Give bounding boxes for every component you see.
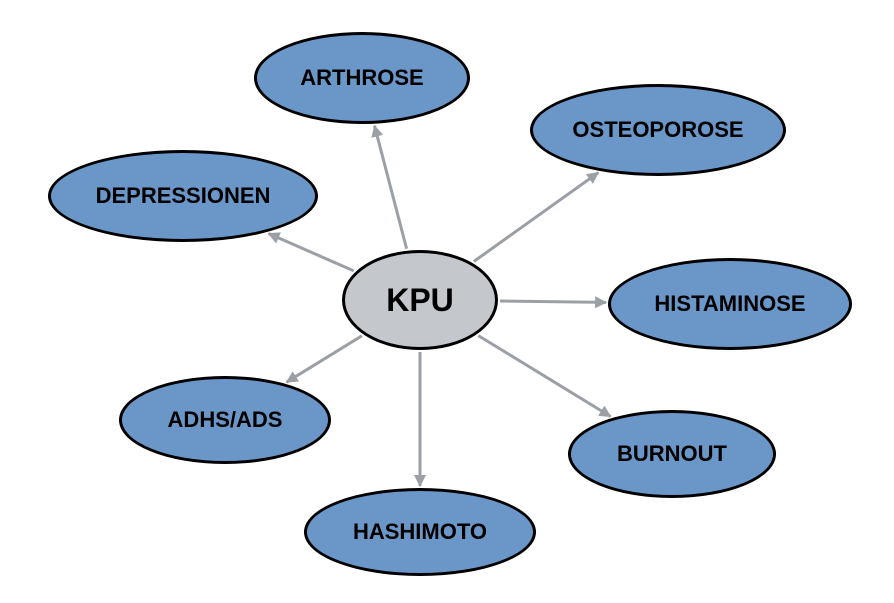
edge-kpu-adhs [287, 336, 362, 382]
edge-kpu-arthrose [375, 126, 407, 249]
edge-kpu-burnout [478, 336, 610, 417]
edge-kpu-osteoporose [474, 173, 599, 262]
center-node-kpu: KPU [342, 250, 498, 350]
outer-node-histaminose-label: HISTAMINOSE [654, 291, 805, 317]
outer-node-osteoporose: OSTEOPOROSE [530, 84, 786, 176]
outer-node-burnout: BURNOUT [568, 410, 776, 498]
outer-node-osteoporose-label: OSTEOPOROSE [572, 117, 743, 143]
outer-node-hashimoto: HASHIMOTO [304, 488, 536, 576]
outer-node-arthrose-label: ARTHROSE [300, 65, 423, 91]
center-node-kpu-label: KPU [386, 282, 454, 319]
kpu-diagram: KPU ARTHROSE OSTEOPOROSE DEPRESSIONEN HISTAM… [0, 0, 894, 603]
outer-node-burnout-label: BURNOUT [617, 441, 727, 467]
outer-node-arthrose: ARTHROSE [254, 32, 470, 124]
edge-kpu-histaminose [500, 301, 606, 302]
edge-kpu-depressionen [269, 234, 354, 271]
outer-node-adhs-label: ADHS/ADS [168, 407, 283, 433]
outer-node-adhs: ADHS/ADS [119, 376, 331, 464]
outer-node-depressionen: DEPRESSIONEN [48, 150, 318, 242]
outer-node-depressionen-label: DEPRESSIONEN [96, 183, 271, 209]
outer-node-hashimoto-label: HASHIMOTO [353, 519, 487, 545]
outer-node-histaminose: HISTAMINOSE [608, 258, 852, 350]
